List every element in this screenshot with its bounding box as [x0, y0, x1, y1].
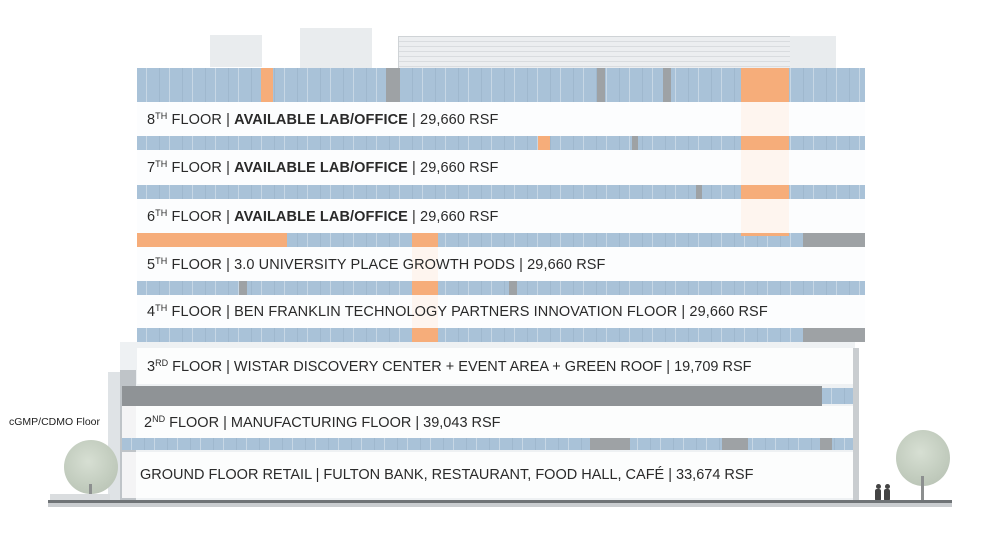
floor-8-prefix: FLOOR | [167, 111, 235, 128]
floor-3-label: 3RD FLOOR | WISTAR DISCOVERY CENTER + EV… [137, 348, 853, 384]
grey-panel [696, 185, 702, 199]
floor-8-use: AVAILABLE LAB/OFFICE [234, 111, 408, 128]
facade-stripe-4-3 [137, 328, 865, 342]
floor-slab-3-2 [122, 386, 822, 406]
grey-panel [386, 68, 400, 102]
floor-8-number: 8 [147, 111, 156, 128]
floor-3-ordinal: RD [155, 357, 169, 368]
floor-2-ordinal: ND [152, 413, 166, 424]
floor-3-text: FLOOR | WISTAR DISCOVERY CENTER + EVENT … [168, 358, 752, 375]
grey-panel [509, 281, 517, 295]
floor-7-label: 7TH FLOOR | AVAILABLE LAB/OFFICE | 29,66… [137, 150, 865, 185]
tree-right-trunk [921, 476, 924, 502]
rooftop-penthouse-left [300, 28, 372, 68]
floor-6-label: 6TH FLOOR | AVAILABLE LAB/OFFICE | 29,66… [137, 199, 865, 233]
grey-panel [803, 328, 865, 342]
facade-stripe-8-7 [137, 136, 865, 150]
orange-panel [538, 136, 550, 150]
floor-8-ordinal: TH [155, 110, 168, 121]
floor-4-ordinal: TH [155, 303, 168, 313]
floor-5-text: FLOOR | 3.0 UNIVERSITY PLACE GROWTH PODS… [167, 256, 606, 273]
sidewalk [48, 503, 952, 507]
floor-4-label: 4TH FLOOR | BEN FRANKLIN TECHNOLOGY PART… [137, 295, 865, 328]
orange-panel [261, 68, 273, 102]
left-low-wall [50, 494, 110, 500]
floor-7-prefix: FLOOR | [167, 160, 235, 176]
facade-stripe-5-4 [137, 281, 865, 295]
pedestrian-body [875, 489, 881, 501]
floor-5-label: 5TH FLOOR | 3.0 UNIVERSITY PLACE GROWTH … [137, 247, 865, 281]
floor-6-area: | 29,660 RSF [407, 208, 499, 225]
grey-panel [820, 438, 832, 450]
ground-line [48, 500, 952, 503]
grey-panel [722, 438, 748, 450]
grey-panel [803, 233, 865, 247]
grey-panel [632, 136, 638, 150]
facade-stripe-2-ground [122, 438, 853, 450]
grey-panel [590, 438, 630, 450]
facade-stripe-3-2-right [822, 388, 853, 404]
floor-7-area: | 29,660 RSF [407, 160, 499, 176]
podium-right-edge [853, 348, 859, 500]
floor-7-number: 7 [147, 160, 156, 176]
floor-4-text: FLOOR | BEN FRANKLIN TECHNOLOGY PARTNERS… [167, 304, 768, 320]
ground-floor-label: GROUND FLOOR RETAIL | FULTON BANK, RESTA… [122, 452, 853, 498]
floor-6-prefix: FLOOR | [167, 208, 235, 225]
floor-8-area: | 29,660 RSF [407, 111, 499, 128]
grey-panel [663, 68, 671, 102]
floor-6-ordinal: TH [155, 207, 168, 218]
floor-6-number: 6 [147, 208, 156, 225]
grey-panel [597, 68, 605, 102]
floor-5-ordinal: TH [155, 255, 168, 266]
tree-left-trunk [89, 484, 92, 502]
floor-7-use: AVAILABLE LAB/OFFICE [234, 160, 408, 176]
grey-panel [239, 281, 247, 295]
floor-2-label: 2ND FLOOR | MANUFACTURING FLOOR | 39,043… [122, 406, 853, 438]
cgmp-cdmo-floor-label: cGMP/CDMO Floor [9, 416, 101, 428]
ground-floor-text: GROUND FLOOR RETAIL | FULTON BANK, RESTA… [140, 467, 754, 483]
floor-2-number: 2 [144, 414, 153, 431]
pedestrian-body [884, 489, 890, 501]
floor-5-number: 5 [147, 256, 156, 273]
floor-7-ordinal: TH [155, 159, 168, 169]
rooftop-penthouse-right [790, 36, 836, 68]
facade-stripe-7-6 [137, 185, 865, 199]
floor-6-use: AVAILABLE LAB/OFFICE [234, 208, 408, 225]
pedestrian-icon [876, 484, 881, 489]
floor-8-label: 8TH FLOOR | AVAILABLE LAB/OFFICE | 29,66… [137, 102, 865, 136]
rooftop-stair-tower [210, 35, 262, 67]
facade-stripe-6-5 [137, 233, 865, 247]
floor-2-text: FLOOR | MANUFACTURING FLOOR | 39,043 RSF [165, 414, 501, 431]
floor-4-number: 4 [147, 304, 156, 320]
floor-3-number: 3 [147, 358, 156, 375]
orange-panel [137, 233, 287, 247]
pedestrian-icon [885, 484, 890, 489]
rooftop-mechanical-screen [398, 36, 792, 70]
